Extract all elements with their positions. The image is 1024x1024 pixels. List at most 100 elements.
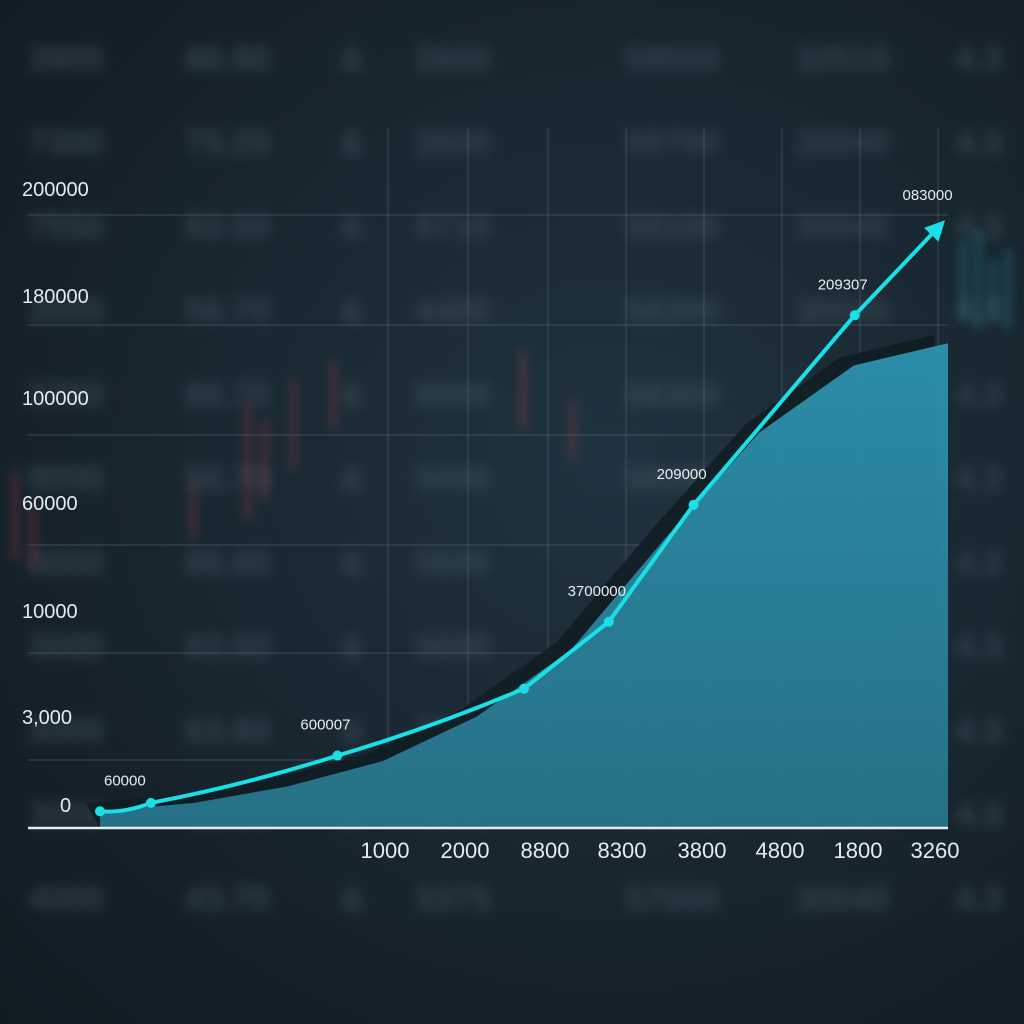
ticker-cell: 3000 (28, 712, 104, 750)
ticker-cell: 4400 (415, 292, 491, 330)
ticker-cell: & (340, 208, 365, 246)
data-label: 209000 (657, 466, 707, 483)
ticker-cell: 2600 (415, 40, 491, 78)
ticker-cell: 3000 (28, 544, 104, 582)
ticker-cell: 4.3 (955, 628, 1003, 666)
ticker-cell: 59500 (625, 40, 720, 78)
y-tick-label: 180000 (22, 286, 89, 308)
y-tick-label: 100000 (22, 388, 89, 410)
ticker-cell: 4.3 (955, 40, 1003, 78)
background-candle (262, 420, 268, 500)
ticker-cell: 4.3 (955, 460, 1003, 498)
ticker-cell: 32510 (795, 40, 890, 78)
data-label: 3700000 (568, 583, 626, 600)
background-candle (245, 400, 251, 520)
ticker-cell: 75.20 (185, 124, 271, 162)
background-candle (520, 350, 526, 430)
data-point (849, 310, 860, 321)
data-labels: 60000 600007 3700000 209000 209307 083000 (104, 187, 953, 789)
ticker-cell: 8710 (415, 208, 491, 246)
ticker-cell: 5600 (415, 544, 491, 582)
data-point (603, 616, 614, 627)
ticker-cell: 3000 (28, 628, 104, 666)
background-candle (990, 260, 996, 320)
ticker-cell: 8000 (28, 460, 104, 498)
ticker-cell: & (340, 460, 365, 498)
ticker-cell: 63.50 (185, 628, 271, 666)
ticker-cell: & (340, 292, 365, 330)
ticker-cell: & (340, 712, 365, 750)
ticker-cell: 63.80 (185, 712, 271, 750)
ticker-cell: 4000 (28, 880, 104, 918)
x-tick-label: 3800 (678, 838, 727, 863)
background-candle (12, 470, 18, 560)
y-tick-label: 60000 (22, 493, 78, 515)
ticker-cell: 3750 (28, 376, 104, 414)
ticker-cell: 4.3 (955, 208, 1003, 246)
data-label: 60000 (104, 772, 146, 789)
data-point (145, 797, 156, 808)
ticker-cell: 43.70 (185, 880, 271, 918)
ticker-cell: 56.70 (185, 460, 271, 498)
ticker-cell: 4.3 (955, 544, 1003, 582)
ticker-cell: 30040 (795, 292, 890, 330)
data-point (332, 750, 343, 761)
ticker-cell: & (340, 124, 365, 162)
ticker-cell: 4.3 (955, 880, 1003, 918)
data-points (95, 310, 860, 817)
data-label: 600007 (300, 717, 350, 734)
ticker-cell: 4.3 (955, 712, 1003, 750)
ticker-cell: & (340, 880, 365, 918)
ticker-cell: 57000 (625, 880, 720, 918)
ticker-cell: 6900 (415, 376, 491, 414)
data-label: 083000 (902, 187, 952, 204)
ticker-cell: 30040 (795, 208, 890, 246)
ticker-cell: 56.70 (185, 292, 271, 330)
ticker-cell: 3905 (28, 40, 104, 78)
ticker-cell: 5000 (415, 460, 491, 498)
area-fill (100, 343, 948, 828)
ticker-cell: 30040 (795, 880, 890, 918)
area-series (86, 335, 948, 828)
x-tick-label: 2000 (441, 838, 490, 863)
x-tick-label: 1800 (834, 838, 883, 863)
background-candle (570, 400, 576, 460)
ticker-cell: 86.80 (185, 544, 271, 582)
data-label: 209307 (818, 276, 868, 293)
ticker-cell: 83.50 (185, 208, 271, 246)
data-point (688, 499, 699, 510)
trend-line-path (98, 220, 946, 814)
ticker-cell: 86.70 (185, 376, 271, 414)
ticker-cell: & (340, 628, 365, 666)
y-tick-label: 3,000 (22, 707, 72, 729)
y-tick-label: 10000 (22, 601, 78, 623)
ticker-cell: 4.3 (955, 124, 1003, 162)
ticker-cell: 4.3 (955, 292, 1002, 331)
ticker-cell: 3000 (28, 292, 104, 330)
data-point (95, 806, 105, 817)
background-candle (30, 500, 36, 570)
data-point (519, 683, 529, 694)
background-candle (330, 360, 336, 430)
background-candle (960, 240, 966, 320)
background-candle (190, 480, 196, 540)
ticker-cell: 2600 (415, 124, 491, 162)
x-tick-label: 4800 (756, 838, 805, 863)
ticker-cell: 3375 (415, 880, 491, 918)
ticker-cell: 86.80 (185, 40, 271, 78)
ticker-cell: 30040 (795, 124, 890, 162)
ticker-cell: 4.3 (955, 376, 1003, 414)
ticker-cell: 4.3 (955, 796, 1003, 834)
chart-axes: 200000 180000 100000 60000 10000 3,000 0 1000 20… (22, 179, 959, 863)
ticker-cell: & (340, 376, 365, 414)
background-candle (1005, 250, 1011, 330)
y-tick-label: 0 (60, 795, 71, 817)
x-tick-label: 8300 (598, 838, 647, 863)
background-candle (975, 230, 981, 330)
ticker-cell: 7300 (28, 124, 104, 162)
x-tick-label: 1000 (361, 838, 410, 863)
ticker-cell: & (340, 40, 365, 78)
